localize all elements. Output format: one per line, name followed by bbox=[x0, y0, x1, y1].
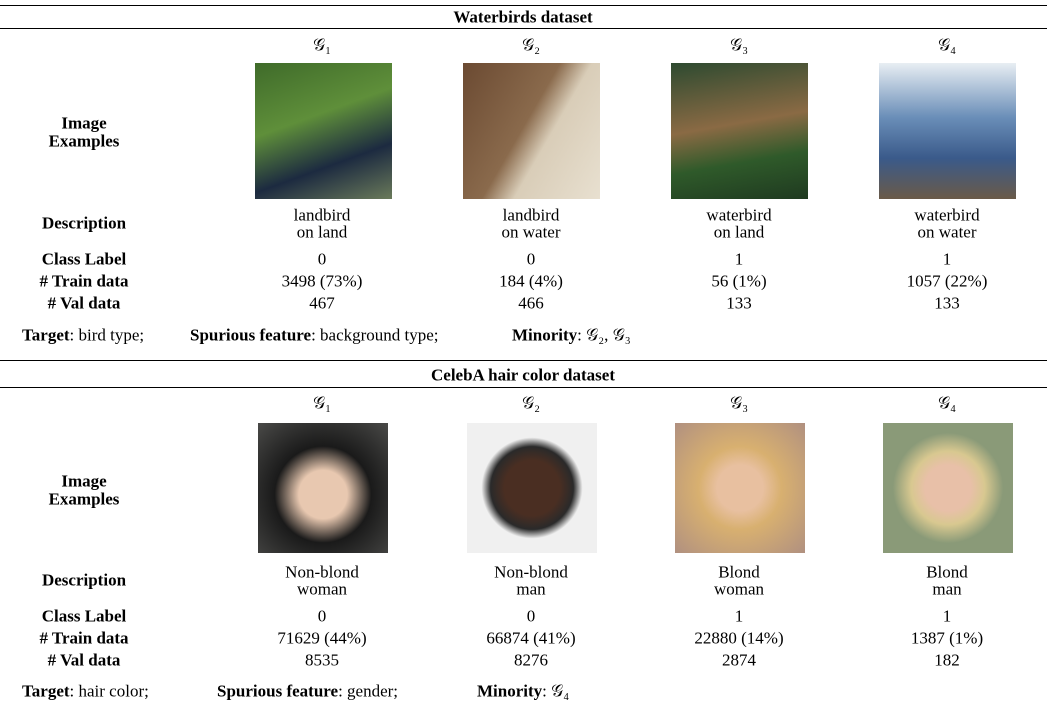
cell: 66874 (41%) bbox=[486, 630, 575, 647]
image-example bbox=[671, 63, 808, 199]
cell: 8276 bbox=[514, 652, 548, 669]
cell: 2874 bbox=[722, 652, 756, 669]
row-label: # Val data bbox=[48, 652, 121, 669]
section-title: CelebA hair color dataset bbox=[431, 367, 615, 384]
description: on land bbox=[297, 224, 348, 241]
group-header: 𝒢₄ bbox=[938, 395, 956, 412]
group-header: 𝒢₄ bbox=[938, 37, 956, 54]
cell: 8535 bbox=[305, 652, 339, 669]
description: on water bbox=[917, 224, 976, 241]
cell: 1 bbox=[735, 608, 744, 625]
footer-label: Target bbox=[22, 683, 70, 700]
description: woman bbox=[297, 581, 347, 598]
image-example bbox=[675, 423, 805, 553]
image-example bbox=[258, 423, 388, 553]
rule bbox=[0, 5, 1047, 6]
footer-label: Target bbox=[22, 327, 70, 344]
description: man bbox=[932, 581, 961, 598]
footer-text: : 𝒢₂, 𝒢₃ bbox=[577, 327, 631, 344]
cell: 0 bbox=[527, 608, 536, 625]
group-header: 𝒢₁ bbox=[313, 395, 331, 412]
cell: 133 bbox=[934, 295, 960, 312]
cell: 0 bbox=[318, 608, 327, 625]
description: Blond bbox=[926, 564, 968, 581]
footer-text: : background type; bbox=[311, 327, 438, 344]
cell: 467 bbox=[309, 295, 335, 312]
cell: 1387 (1%) bbox=[911, 630, 983, 647]
group-header: 𝒢₃ bbox=[730, 37, 748, 54]
cell: 3498 (73%) bbox=[282, 273, 363, 290]
cell: 1 bbox=[943, 608, 952, 625]
footer-text: : gender; bbox=[338, 683, 398, 700]
cell: 22880 (14%) bbox=[694, 630, 783, 647]
rule bbox=[0, 28, 1047, 29]
page: (() => { const data = JSON.parse(documen… bbox=[0, 0, 1047, 715]
row-label: # Train data bbox=[39, 630, 128, 647]
rule bbox=[0, 360, 1047, 361]
description: woman bbox=[714, 581, 764, 598]
description: on water bbox=[501, 224, 560, 241]
image-example bbox=[255, 63, 392, 199]
cell: 0 bbox=[527, 251, 536, 268]
cell: 466 bbox=[518, 295, 544, 312]
row-label: Examples bbox=[49, 133, 120, 150]
cell: 1057 (22%) bbox=[907, 273, 988, 290]
description: on land bbox=[714, 224, 765, 241]
row-label: Class Label bbox=[42, 608, 127, 625]
cell: 0 bbox=[318, 251, 327, 268]
footer-text: : bird type; bbox=[70, 327, 145, 344]
cell: 1 bbox=[735, 251, 744, 268]
cell: 71629 (44%) bbox=[277, 630, 366, 647]
group-header: 𝒢₁ bbox=[313, 37, 331, 54]
cell: 184 (4%) bbox=[499, 273, 563, 290]
footer-label: Spurious feature bbox=[190, 327, 311, 344]
image-example bbox=[883, 423, 1013, 553]
image-example bbox=[467, 423, 597, 553]
description: Non-blond bbox=[285, 564, 359, 581]
description: landbird bbox=[503, 207, 560, 224]
description: waterbird bbox=[914, 207, 979, 224]
description: man bbox=[516, 581, 545, 598]
group-header: 𝒢₃ bbox=[730, 395, 748, 412]
row-label: Image bbox=[61, 115, 106, 132]
row-label: Class Label bbox=[42, 251, 127, 268]
section-title: Waterbirds dataset bbox=[453, 9, 592, 26]
description: waterbird bbox=[706, 207, 771, 224]
rule bbox=[0, 387, 1047, 388]
row-label: # Val data bbox=[48, 295, 121, 312]
footer-label: Minority bbox=[477, 683, 542, 700]
footer-label: Spurious feature bbox=[217, 683, 338, 700]
description: Non-blond bbox=[494, 564, 568, 581]
cell: 1 bbox=[943, 251, 952, 268]
image-example bbox=[463, 63, 600, 199]
cell: 182 bbox=[934, 652, 960, 669]
cell: 133 bbox=[726, 295, 752, 312]
footer-label: Minority bbox=[512, 327, 577, 344]
image-example bbox=[879, 63, 1016, 199]
description: landbird bbox=[294, 207, 351, 224]
row-label: Image bbox=[61, 473, 106, 490]
row-label: Examples bbox=[49, 491, 120, 508]
row-label: Description bbox=[42, 572, 126, 589]
cell: 56 (1%) bbox=[711, 273, 766, 290]
row-label: # Train data bbox=[39, 273, 128, 290]
description: Blond bbox=[718, 564, 760, 581]
footer-text: : 𝒢₄ bbox=[542, 683, 569, 700]
group-header: 𝒢₂ bbox=[522, 395, 540, 412]
group-header: 𝒢₂ bbox=[522, 37, 540, 54]
row-label: Description bbox=[42, 215, 126, 232]
footer-text: : hair color; bbox=[70, 683, 149, 700]
